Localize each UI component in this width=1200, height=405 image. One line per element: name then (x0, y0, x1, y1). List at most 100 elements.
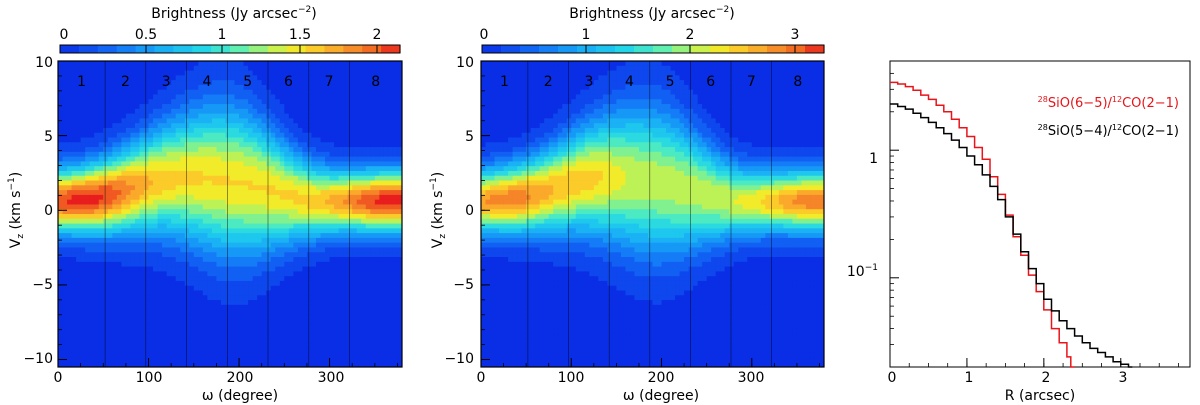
heatmap-cell (225, 61, 231, 67)
heatmap-cell (67, 175, 73, 182)
heatmap-cell (320, 89, 326, 95)
heatmap-cell (139, 142, 145, 148)
heatmap-cell (311, 300, 317, 306)
heatmap-cell (198, 204, 204, 210)
x-tick-1-200: 200 (227, 370, 254, 386)
heatmap-cell (266, 94, 272, 100)
heatmap-cell (288, 343, 294, 349)
heatmap-cell (374, 161, 380, 167)
heatmap-cell (166, 285, 172, 291)
heatmap-cell (383, 347, 389, 354)
heatmap-cell (216, 118, 222, 124)
heatmap-cell (270, 156, 276, 162)
heatmap-cell (193, 84, 199, 91)
heatmap-cell (275, 166, 281, 172)
heatmap-cell (284, 242, 290, 248)
heatmap-cell (275, 209, 281, 215)
heatmap-cell (306, 233, 312, 239)
heatmap-cell (198, 127, 204, 134)
heatmap-cell (334, 343, 340, 349)
heatmap-cell (121, 185, 127, 191)
heatmap-cell (94, 323, 100, 330)
heatmap-cell (334, 223, 340, 229)
heatmap-cell (94, 65, 100, 72)
heatmap-cell (116, 343, 122, 349)
heatmap-cell (85, 266, 91, 272)
heatmap-cell (153, 252, 159, 258)
heatmap-cell (392, 261, 398, 268)
heatmap-cell (325, 328, 331, 335)
heatmap-cell (356, 190, 362, 196)
heatmap-cell (89, 175, 95, 182)
heatmap-cell (121, 304, 127, 311)
heatmap-cell (58, 185, 64, 191)
heatmap-cell (225, 204, 231, 210)
heatmap-cell (184, 108, 190, 115)
heatmap-cell (338, 99, 344, 105)
heatmap-cell (338, 166, 344, 172)
heatmap-cell (257, 84, 263, 91)
heatmap-cell (261, 170, 267, 177)
heatmap-cell (144, 314, 150, 320)
heatmap-cell (266, 108, 272, 115)
heatmap-cell (338, 352, 344, 358)
heatmap-cell (320, 261, 326, 268)
heatmap-cell (248, 343, 254, 349)
heatmap-cell (365, 108, 371, 115)
heatmap-cell (67, 257, 73, 263)
heatmap-cell (316, 276, 322, 282)
heatmap-cell (374, 357, 380, 363)
heatmap-cell (225, 233, 231, 239)
heatmap-cell (202, 300, 208, 306)
heatmap-cell (234, 323, 240, 330)
heatmap-cell (211, 190, 217, 196)
heatmap-cell (175, 276, 181, 282)
heatmap-cell (297, 223, 303, 229)
heatmap-cell (58, 99, 64, 105)
heatmap-cell (230, 204, 236, 210)
heatmap-cell (284, 175, 290, 182)
heatmap-cell (80, 233, 86, 239)
heatmap-cell (139, 290, 145, 296)
heatmap-cell (374, 94, 380, 100)
heatmap-cell (302, 252, 308, 258)
heatmap-cell (134, 328, 140, 335)
heatmap-cell (112, 70, 118, 76)
heatmap-cell (125, 347, 131, 354)
heatmap-cell (388, 309, 394, 315)
heatmap-cell (275, 343, 281, 349)
heatmap-cell (261, 218, 267, 225)
heatmap-cell (284, 108, 290, 115)
heatmap-cell (347, 218, 353, 225)
heatmap-cell (379, 127, 385, 134)
heatmap-cell (329, 218, 335, 225)
heatmap-cell (243, 242, 249, 248)
heatmap-cell (225, 166, 231, 172)
heatmap-cell (356, 347, 362, 354)
heatmap-cell (325, 304, 331, 311)
heatmap-cell (379, 290, 385, 296)
heatmap-cell (207, 118, 213, 124)
heatmap-cell (189, 276, 195, 282)
heatmap-cell (116, 175, 122, 182)
heatmap-cell (58, 156, 64, 162)
heatmap-cell (374, 61, 380, 67)
heatmap-cell (80, 218, 86, 225)
heatmap-cell (202, 142, 208, 148)
heatmap-cell (125, 170, 131, 177)
heatmap-cell (239, 280, 245, 287)
heatmap-cell (284, 257, 290, 263)
heatmap-cell (261, 214, 267, 220)
heatmap-cell (71, 156, 77, 162)
heatmap-cell (397, 333, 403, 339)
heatmap-cell (130, 170, 136, 177)
heatmap-cell (85, 347, 91, 354)
heatmap-cell (202, 170, 208, 177)
heatmap-cell (121, 142, 127, 148)
heatmap-cell (334, 166, 340, 172)
heatmap-cell (257, 280, 263, 287)
heatmap-cell (252, 175, 258, 182)
heatmap-cell (216, 319, 222, 325)
heatmap-cell (397, 194, 403, 201)
heatmap-cell (189, 266, 195, 272)
